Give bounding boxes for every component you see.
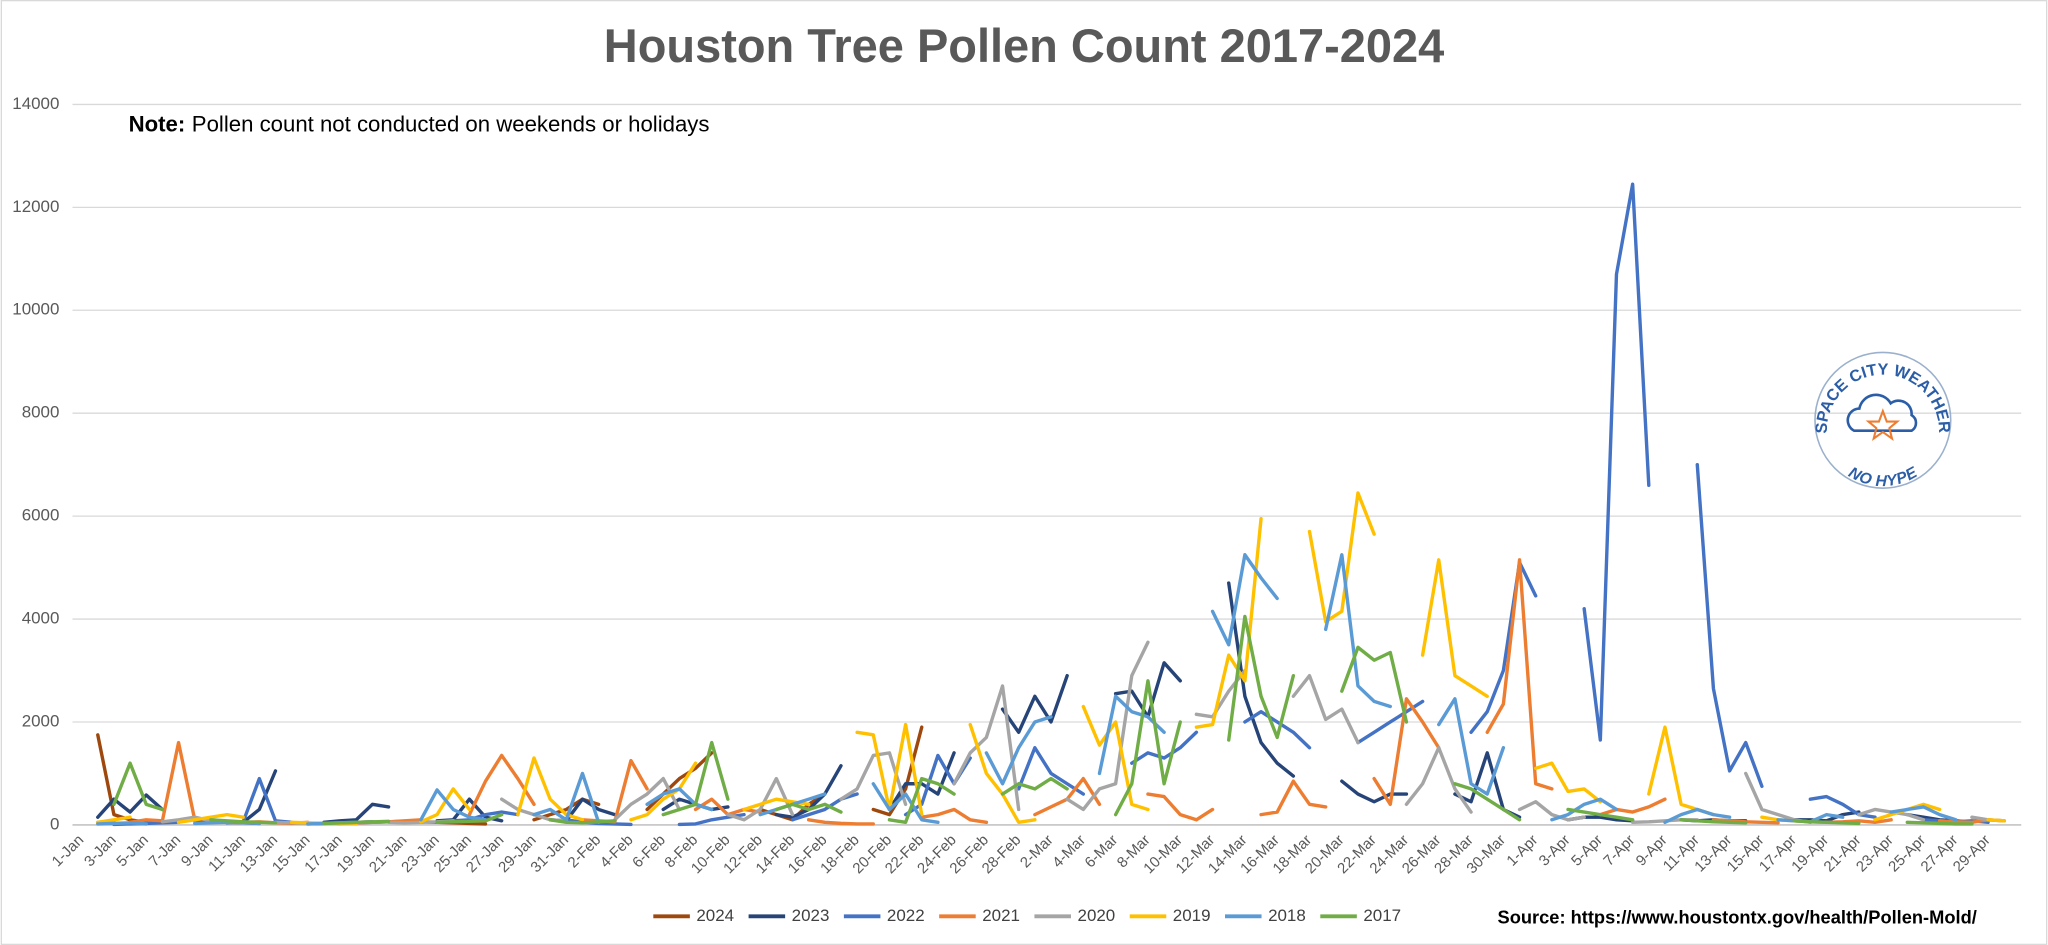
legend-label: 2020 bbox=[1078, 906, 1116, 925]
series-line bbox=[112, 614, 1974, 826]
source: Source: https://www.houstontx.gov/health… bbox=[1498, 907, 1977, 928]
note-text: Pollen count not conducted on weekends o… bbox=[192, 111, 710, 136]
logo-ring bbox=[1814, 351, 1952, 489]
legend-label: 2017 bbox=[1363, 906, 1401, 925]
legend-label: 2021 bbox=[982, 906, 1020, 925]
logo-cloud bbox=[1846, 393, 1918, 433]
y-tick-label: 10000 bbox=[12, 300, 59, 319]
legend-label: 2022 bbox=[887, 906, 925, 925]
y-tick-label: 6000 bbox=[22, 506, 60, 525]
y-tick-label: 0 bbox=[50, 814, 59, 833]
note: Note: Pollen count not conducted on weeke… bbox=[129, 111, 710, 136]
y-tick-label: 8000 bbox=[22, 403, 60, 422]
legend-label: 2018 bbox=[1268, 906, 1306, 925]
y-tick-label: 12000 bbox=[12, 197, 59, 216]
series-line bbox=[112, 182, 1990, 827]
legend-label: 2024 bbox=[696, 906, 734, 925]
y-tick-label: 4000 bbox=[22, 609, 60, 628]
chart-title: Houston Tree Pollen Count 2017-2024 bbox=[604, 19, 1444, 72]
y-tick-label: 2000 bbox=[22, 711, 60, 730]
legend-label: 2019 bbox=[1173, 906, 1211, 925]
y-tick-label: 14000 bbox=[12, 94, 59, 113]
legend-label: 2023 bbox=[792, 906, 830, 925]
note-label: Note: bbox=[129, 111, 186, 136]
logo-star bbox=[1865, 408, 1901, 442]
